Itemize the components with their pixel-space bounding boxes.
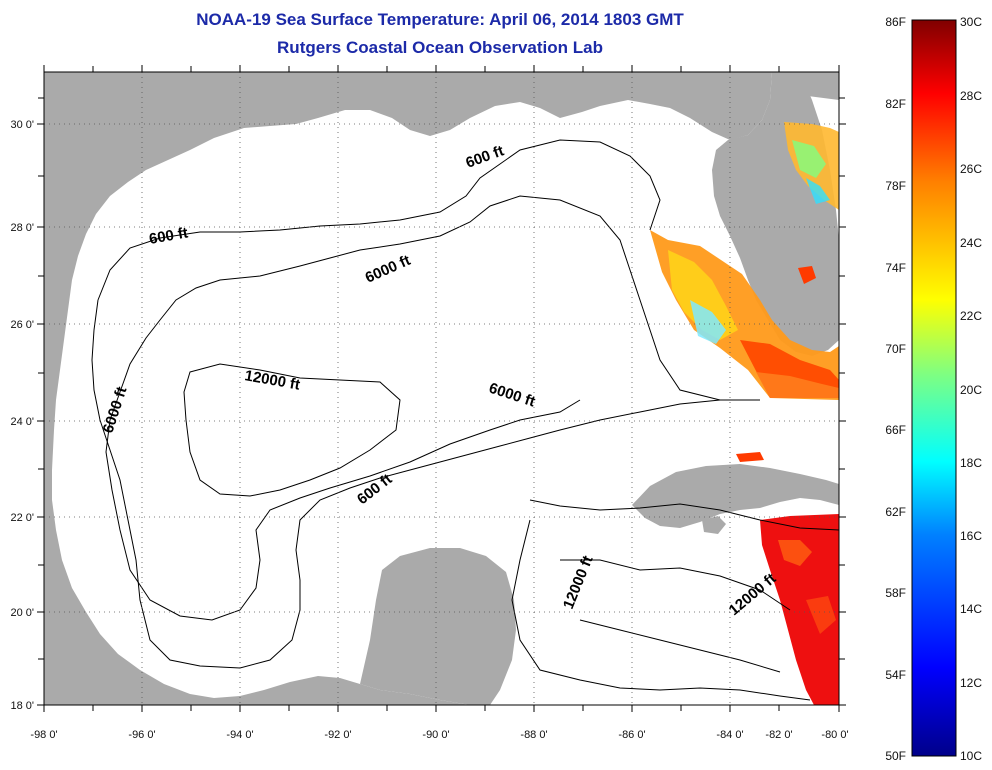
colorbar-label-f: 74F — [885, 261, 906, 275]
sst-data-caribbean — [736, 452, 839, 705]
colorbar-label-f: 50F — [885, 749, 906, 763]
longitude-labels: -98 0' -96 0' -94 0' -92 0' -90 0' -88 0… — [30, 729, 848, 741]
colorbar-label-c: 20C — [960, 383, 982, 397]
colorbar-celsius-labels: 30C 28C 26C 24C 22C 20C 18C 16C 14C 12C … — [960, 15, 982, 763]
colorbar-label-f: 82F — [885, 97, 906, 111]
colorbar-label-f: 58F — [885, 586, 906, 600]
lat-label: 18 0' — [10, 700, 34, 712]
lon-label: -84 0' — [716, 729, 743, 741]
colorbar-label-f: 86F — [885, 15, 906, 29]
lon-label: -98 0' — [30, 729, 57, 741]
colorbar-label-c: 24C — [960, 236, 982, 250]
colorbar-label-c: 30C — [960, 15, 982, 29]
map-subtitle: Rutgers Coastal Ocean Observation Lab — [277, 38, 603, 57]
colorbar-label-f: 66F — [885, 423, 906, 437]
lat-label: 22 0' — [10, 512, 34, 524]
map-frame — [43, 71, 840, 706]
colorbar-fahrenheit-labels: 86F 82F 78F 74F 70F 66F 62F 58F 54F 50F — [885, 15, 906, 763]
land-cuba — [632, 464, 839, 528]
graticule — [44, 72, 839, 705]
lat-label: 26 0' — [10, 319, 34, 331]
lat-label: 20 0' — [10, 607, 34, 619]
colorbar-label-f: 78F — [885, 179, 906, 193]
colorbar-label-f: 54F — [885, 668, 906, 682]
lat-label: 28 0' — [10, 222, 34, 234]
depth-contours — [91, 139, 839, 701]
lat-label: 24 0' — [10, 416, 34, 428]
land-mexico — [44, 500, 470, 705]
lon-label: -88 0' — [520, 729, 547, 741]
map-title: NOAA-19 Sea Surface Temperature: April 0… — [196, 10, 684, 29]
lon-label: -86 0' — [618, 729, 645, 741]
lon-label: -96 0' — [128, 729, 155, 741]
colorbar-label-c: 26C — [960, 162, 982, 176]
land-isla-juventud — [702, 516, 726, 534]
lat-label: 30 0' — [10, 119, 34, 131]
colorbar-label-c: 22C — [960, 309, 982, 323]
colorbar-label-f: 62F — [885, 505, 906, 519]
latitude-labels: 18 0' 20 0' 22 0' 24 0' 26 0' 28 0' 30 0… — [10, 119, 34, 712]
colorbar-label-c: 28C — [960, 89, 982, 103]
land-yucatan — [360, 548, 516, 705]
lon-label: -80 0' — [821, 729, 848, 741]
colorbar-label-c: 14C — [960, 602, 982, 616]
sst-data-florida-west — [650, 230, 839, 400]
contour-label-600ft-west: 600 ft — [148, 224, 190, 248]
sst-data-atlantic — [784, 122, 839, 284]
lon-label: -90 0' — [422, 729, 449, 741]
temperature-colorbar — [911, 19, 957, 757]
land-us-gulf-coast — [44, 72, 839, 500]
lon-label: -94 0' — [226, 729, 253, 741]
colorbar-label-c: 12C — [960, 676, 982, 690]
colorbar-label-f: 70F — [885, 342, 906, 356]
colorbar-label-c: 16C — [960, 529, 982, 543]
colorbar-label-c: 10C — [960, 749, 982, 763]
lon-label: -82 0' — [765, 729, 792, 741]
lon-label: -92 0' — [324, 729, 351, 741]
colorbar-label-c: 18C — [960, 456, 982, 470]
axis-ticks — [37, 65, 846, 712]
